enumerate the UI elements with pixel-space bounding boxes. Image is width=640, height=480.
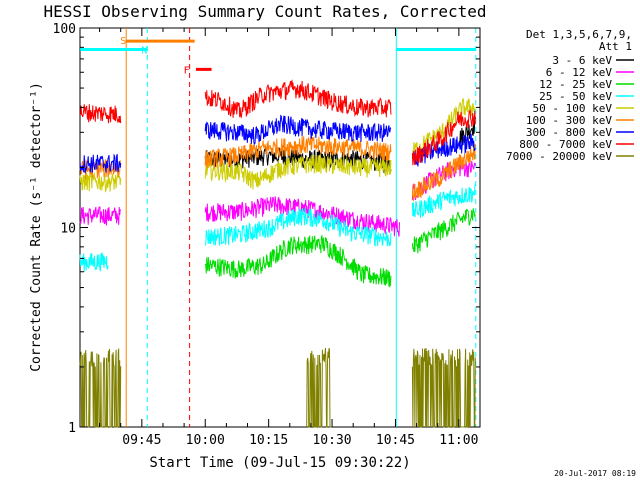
y-tick-label: 10	[60, 222, 76, 237]
series-line	[411, 143, 476, 202]
y-tick-label: 1	[68, 421, 76, 436]
series-line	[204, 136, 392, 169]
series-line	[204, 79, 392, 119]
x-tick-label: 10:30	[312, 433, 351, 448]
x-tick-label: 10:00	[186, 433, 225, 448]
series-line	[204, 154, 392, 190]
legend-label: 50 - 100 keV	[533, 102, 613, 115]
x-tick-label: 10:45	[376, 433, 415, 448]
legend-header: Det 1,3,5,6,7,9,	[526, 28, 632, 41]
legend-label: 7000 - 20000 keV	[506, 150, 612, 163]
series-line	[411, 348, 476, 428]
series-layer	[79, 79, 477, 428]
series-line	[411, 183, 476, 218]
x-tick-label: 09:45	[122, 433, 161, 448]
legend-label: 300 - 800 keV	[526, 126, 612, 139]
series-line	[79, 348, 122, 428]
series-line	[79, 172, 122, 193]
legend-label: 3 - 6 keV	[552, 54, 612, 67]
series-line	[204, 114, 392, 146]
y-tick-label: 100	[53, 22, 76, 37]
series-line	[79, 252, 109, 273]
series-line	[79, 206, 122, 226]
timestamp: 20-Jul-2017 08:19	[554, 469, 636, 478]
series-line	[204, 208, 392, 247]
legend-header: Att 1	[599, 40, 632, 53]
legend-label: 12 - 25 keV	[539, 78, 612, 91]
x-tick-label: 10:15	[249, 433, 288, 448]
series-line	[411, 208, 476, 254]
series-line	[204, 234, 392, 288]
chart-title: HESSI Observing Summary Count Rates, Cor…	[43, 2, 486, 21]
series-line	[458, 116, 477, 148]
series-line	[411, 109, 476, 166]
legend-label: 800 - 7000 keV	[519, 138, 612, 151]
legend-label: 6 - 12 keV	[546, 66, 613, 79]
y-axis-label: Corrected Count Rate (s⁻¹ detector⁻¹)	[29, 82, 44, 372]
series-line	[306, 347, 332, 428]
flag-label: N	[141, 46, 147, 57]
flag-label: F	[184, 65, 190, 76]
axis-layer: 1 10 100 09:45 10:00 10:15 10:30 10:45 11:00	[53, 22, 481, 448]
series-line	[79, 153, 122, 174]
x-tick-label: 11:00	[439, 433, 478, 448]
legend-label: 25 - 50 keV	[539, 90, 612, 103]
x-axis-label: Start Time (09-Jul-15 09:30:22)	[149, 455, 410, 471]
series-line	[79, 104, 122, 124]
legend-label: 100 - 300 keV	[526, 114, 612, 127]
flag-label: S	[120, 36, 126, 47]
